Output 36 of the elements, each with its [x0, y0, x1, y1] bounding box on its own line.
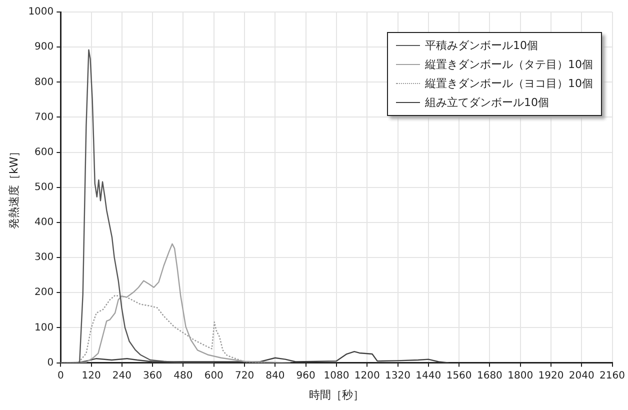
x-tick-label: 720: [234, 370, 254, 382]
x-tick-label: 840: [266, 370, 285, 382]
x-tick-label: 0: [57, 370, 64, 382]
legend-label: 縦置きダンボール（タテ目）10個: [425, 57, 593, 72]
x-tick-label: 1080: [324, 370, 350, 382]
y-tick-label: 500: [34, 182, 54, 193]
legend-label: 縦置きダンボール（ヨコ目）10個: [425, 76, 593, 91]
x-tick-label: 1200: [354, 370, 380, 382]
y-tick-label: 600: [34, 146, 54, 158]
x-tick-label: 240: [112, 370, 132, 382]
y-tick-label: 300: [34, 252, 54, 264]
x-tick-label: 1680: [476, 370, 502, 382]
y-tick-label: 200: [34, 287, 54, 298]
y-tick-label: 900: [34, 42, 54, 53]
x-tick-label: 2160: [600, 370, 625, 382]
legend-label: 平積みダンボール10個: [425, 38, 538, 53]
x-axis-title: 時間［秒］: [308, 388, 364, 402]
x-tick-label: 360: [143, 370, 162, 382]
x-tick-label: 1440: [416, 370, 442, 382]
y-axis-title: 発熱速度［kW］: [7, 146, 20, 230]
x-tick-label: 480: [174, 370, 193, 382]
x-tick-label: 2040: [568, 370, 594, 382]
x-tick-label: 960: [296, 370, 316, 382]
legend-label: 組み立てダンボール10個: [425, 95, 549, 110]
x-tick-label: 1320: [385, 370, 410, 382]
x-tick-label: 120: [82, 370, 101, 382]
x-tick-label: 1560: [446, 370, 472, 382]
x-tick-label: 1800: [508, 370, 534, 382]
x-tick-label: 1920: [538, 370, 564, 382]
y-tick-label: 1000: [28, 6, 54, 18]
y-tick-label: 0: [47, 357, 54, 368]
y-tick-label: 700: [34, 112, 54, 123]
y-tick-label: 800: [34, 76, 54, 88]
y-tick-label: 100: [34, 322, 54, 334]
x-tick-label: 600: [204, 370, 224, 382]
y-tick-label: 400: [34, 217, 54, 228]
